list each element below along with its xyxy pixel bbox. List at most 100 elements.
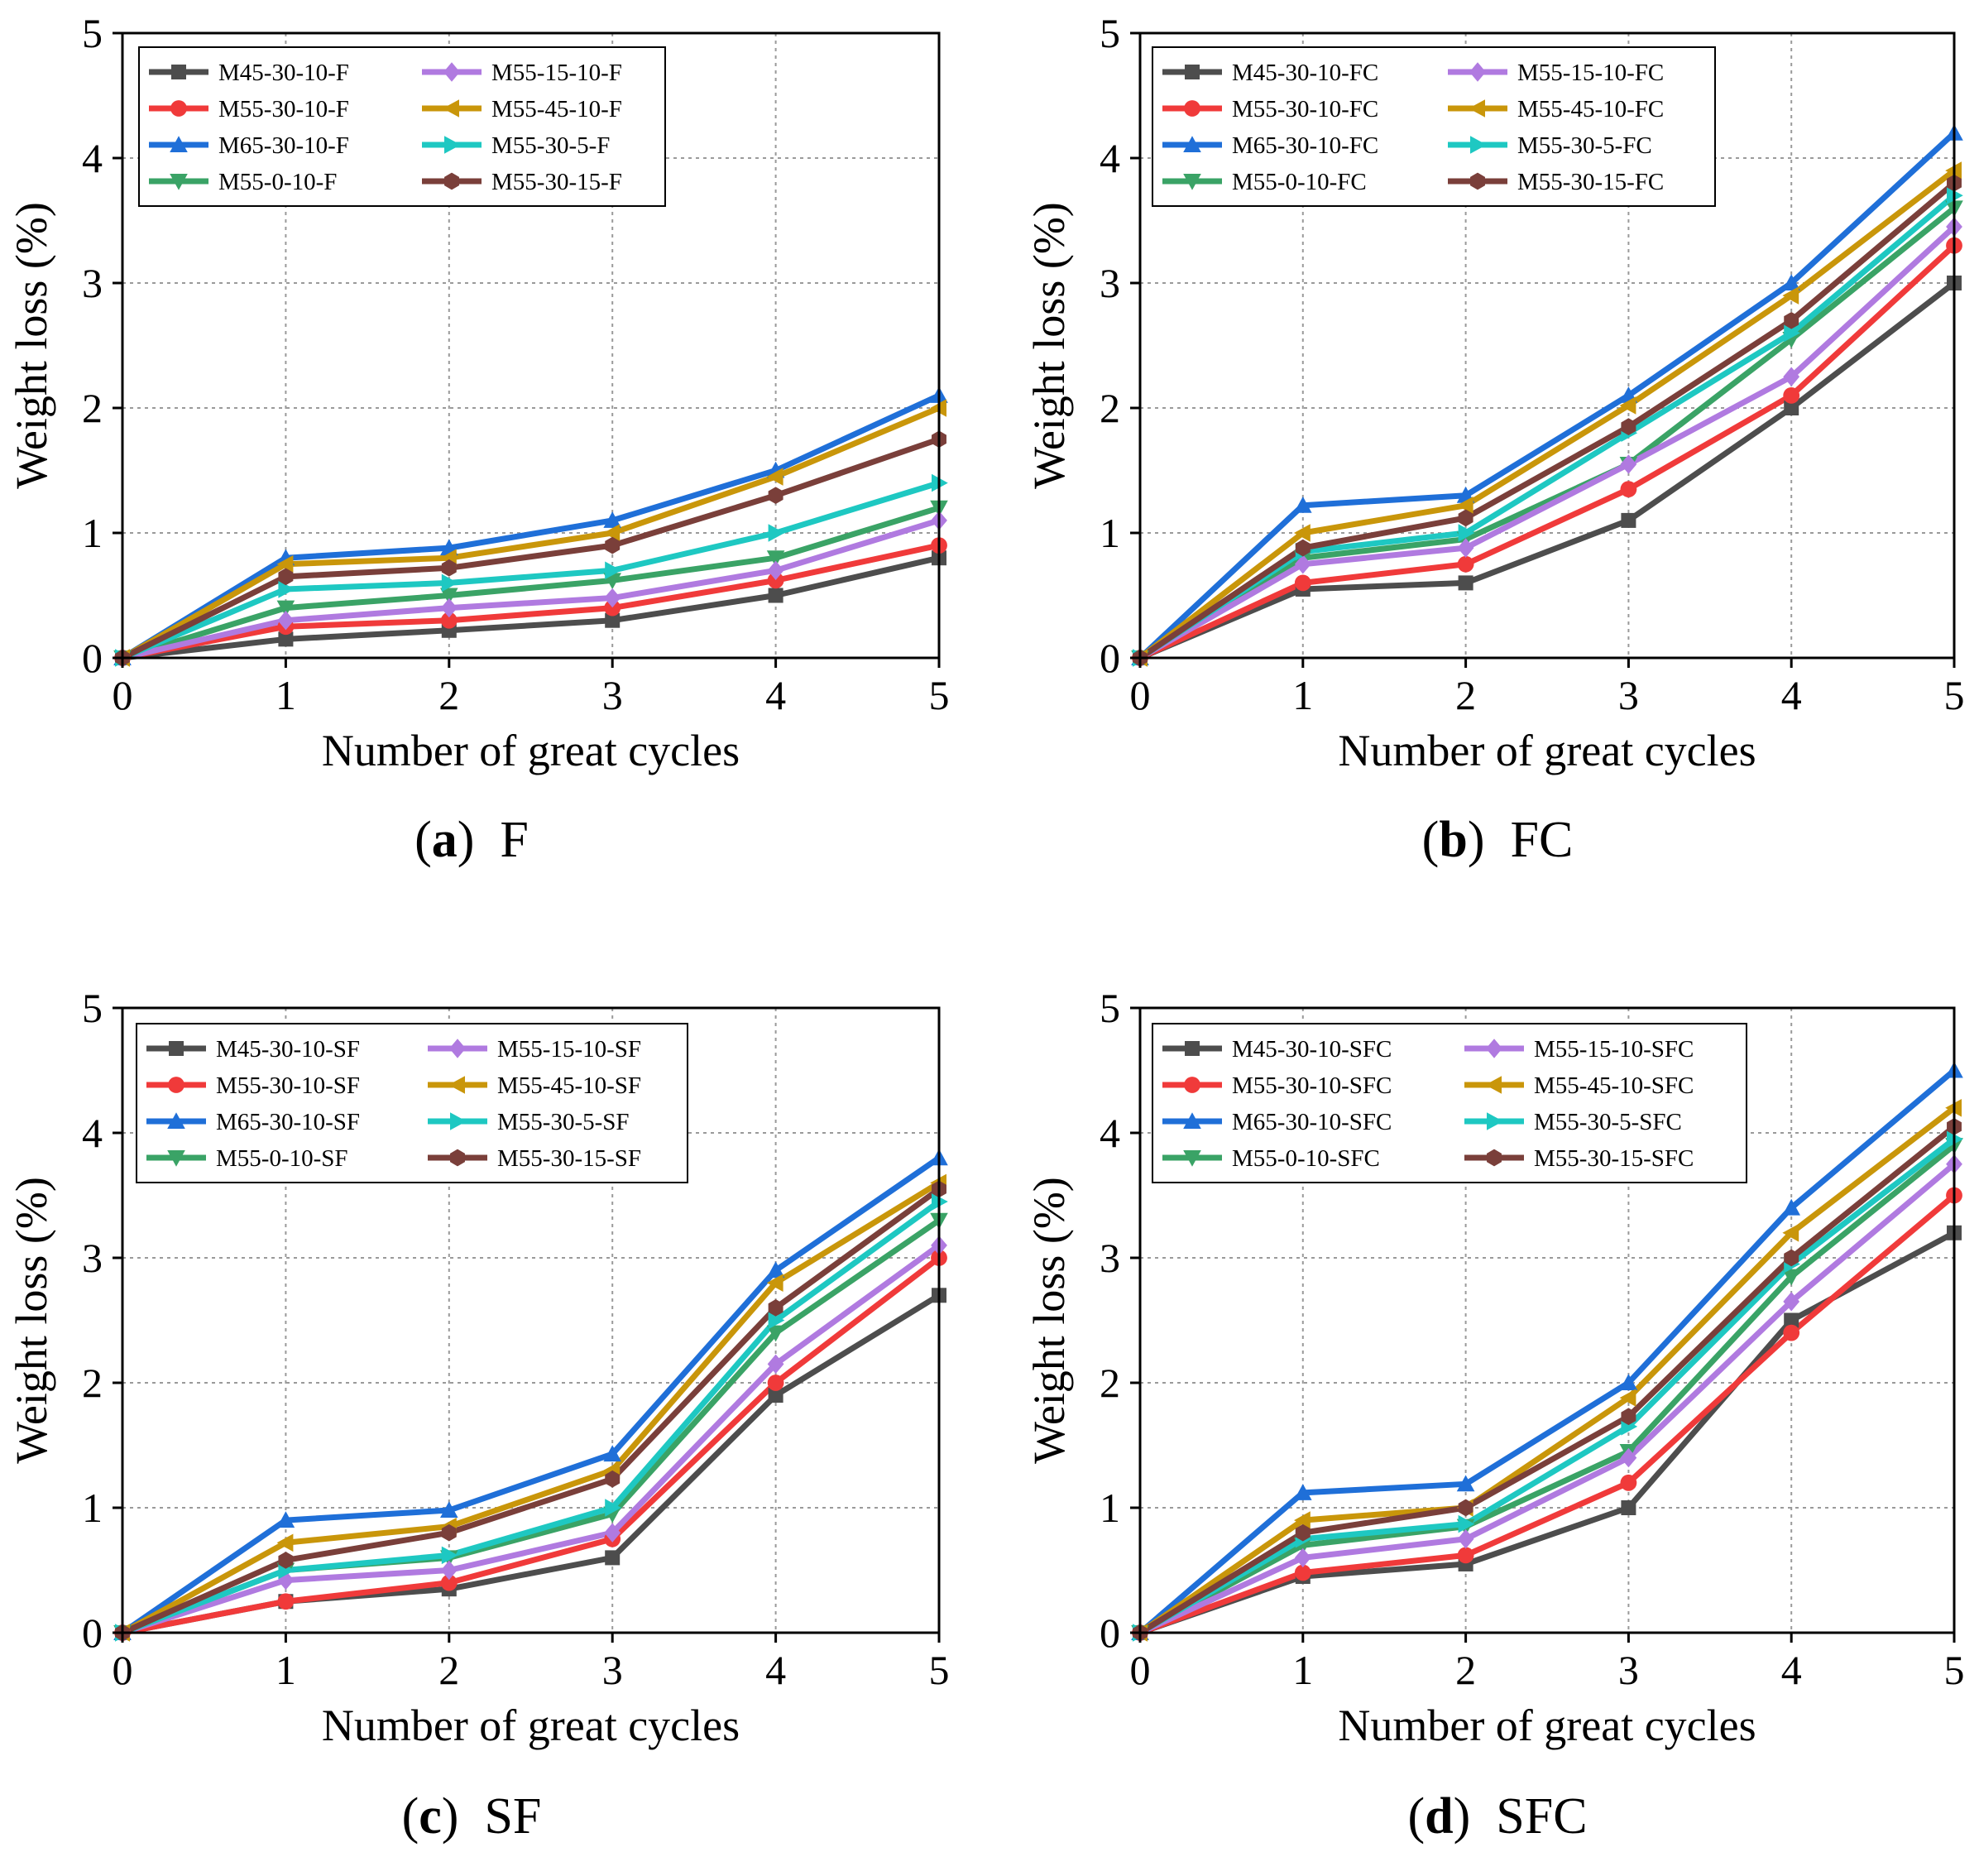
data-point — [1620, 1447, 1637, 1468]
data-point — [1294, 524, 1311, 542]
legend-marker — [1487, 1112, 1503, 1130]
y-tick-label: 3 — [82, 1235, 103, 1281]
legend-marker — [1185, 1041, 1200, 1056]
plot-frame — [121, 1006, 941, 1634]
data-point — [766, 550, 785, 567]
legend-entry: M45-30-10-SF — [216, 1036, 360, 1063]
series-line-M55-30-5-SF — [121, 1199, 942, 1636]
data-point — [603, 511, 621, 528]
x-tick-label: 0 — [113, 1647, 133, 1693]
data-point — [1294, 496, 1312, 513]
series-line-M45-30-10-SFC — [1138, 1230, 1956, 1636]
data-point — [1784, 1249, 1799, 1267]
legend-marker — [1185, 65, 1200, 79]
data-point — [276, 600, 295, 617]
data-point — [1294, 574, 1311, 592]
legend-box — [1152, 46, 1716, 207]
x-tick-label: 2 — [438, 1647, 459, 1693]
legend-entry: M65-30-10-SFC — [1232, 1109, 1392, 1135]
data-point — [441, 573, 458, 593]
data-point — [1782, 286, 1799, 305]
data-point — [605, 1550, 621, 1566]
data-point — [1294, 1484, 1312, 1500]
legend-marker — [171, 65, 186, 79]
data-point — [605, 536, 621, 554]
x-tick-label: 0 — [113, 672, 133, 718]
data-point — [1456, 1475, 1475, 1492]
legend-entry: M55-0-10-SF — [216, 1145, 348, 1172]
panel-title: F — [500, 812, 528, 868]
panel-title: SFC — [1496, 1788, 1587, 1845]
series-line-M65-30-10-FC — [1138, 131, 1957, 660]
legend-entry: M55-45-10-SFC — [1534, 1072, 1694, 1099]
y-axis-title: Weight loss (%) — [7, 202, 56, 489]
series-line-M55-15-10-SFC — [1138, 1162, 1957, 1636]
data-point — [441, 559, 457, 577]
data-point — [1783, 1292, 1800, 1312]
chart-panel-c: 0 1 2 3 4 5 0 1 2 3 4 5 Number of great cycles Weight… — [7, 985, 950, 1845]
series-line-M55-0-10-SFC — [1138, 1143, 1957, 1636]
panel-letter: a — [432, 812, 458, 868]
x-tick-label: 1 — [1292, 1647, 1313, 1693]
data-point — [1619, 1389, 1636, 1407]
y-tick-label: 4 — [82, 135, 103, 181]
y-tick-label: 0 — [82, 1610, 103, 1656]
x-tick-label: 5 — [1944, 1647, 1965, 1693]
legend-marker — [444, 136, 461, 154]
series-line-M45-30-10-FC — [1138, 281, 1957, 661]
legend-entry: M55-45-10-SF — [497, 1072, 641, 1099]
legend-entry: M55-30-15-SFC — [1534, 1145, 1694, 1172]
data-point — [1621, 418, 1636, 435]
legend-marker — [1486, 1039, 1502, 1058]
data-point — [441, 1546, 458, 1565]
chart-panel-d: 0 1 2 3 4 5 0 1 2 3 4 5 Number of great cycles Weight… — [1024, 985, 1965, 1845]
legend-entry: M55-30-5-SF — [497, 1109, 630, 1135]
legend-entry: M45-30-10-SFC — [1232, 1036, 1392, 1063]
data-point — [1457, 538, 1474, 558]
data-point — [768, 1311, 785, 1330]
legend-entry: M55-15-10-SF — [497, 1036, 641, 1063]
data-point — [440, 597, 458, 618]
x-tick-label: 5 — [1944, 672, 1965, 718]
panel-letter: c — [419, 1788, 442, 1845]
data-point — [1294, 1564, 1311, 1581]
series-line-M55-30-10-SFC — [1138, 1192, 1957, 1636]
legend-marker — [1469, 99, 1485, 118]
panel-caption: (c) SF — [402, 1788, 542, 1845]
data-point — [1619, 1374, 1638, 1390]
data-point — [768, 588, 783, 603]
data-point — [604, 1523, 621, 1543]
data-point — [1458, 575, 1473, 591]
y-tick-label: 1 — [1100, 510, 1120, 556]
data-point — [440, 1574, 458, 1591]
data-point — [276, 1533, 294, 1552]
data-point — [1782, 274, 1800, 290]
y-tick-label: 2 — [1100, 385, 1120, 431]
series-line-M55-15-10-F — [122, 517, 941, 661]
data-point — [1784, 401, 1799, 415]
legend-entry: M55-0-10-F — [218, 169, 337, 195]
panel-letter: b — [1439, 812, 1467, 868]
data-point — [440, 1560, 458, 1581]
data-point — [605, 1470, 621, 1488]
plot-frame — [121, 31, 941, 660]
x-axis-title: Number of great cycles — [1338, 726, 1756, 775]
panel-title: SF — [484, 1788, 541, 1845]
y-tick-label: 5 — [1100, 985, 1120, 1031]
y-axis-title: Weight loss (%) — [1024, 1177, 1074, 1464]
data-point — [604, 599, 621, 617]
data-point — [278, 631, 294, 647]
legend: M45-30-10-SF M55-30-10-SF M65-30-10-SF M55-… — [136, 1023, 688, 1183]
legend-box — [1152, 1023, 1747, 1183]
data-point — [1294, 1511, 1311, 1529]
x-tick-label: 2 — [438, 672, 459, 718]
data-point — [1619, 396, 1636, 415]
legend-entry: M55-45-10-FC — [1517, 96, 1664, 122]
data-point — [1294, 1547, 1311, 1568]
data-point — [277, 1593, 295, 1610]
legend-marker — [1470, 172, 1485, 190]
legend-entry: M55-15-10-F — [491, 60, 622, 86]
y-tick-label: 1 — [82, 1485, 103, 1531]
data-point — [1458, 1499, 1473, 1517]
